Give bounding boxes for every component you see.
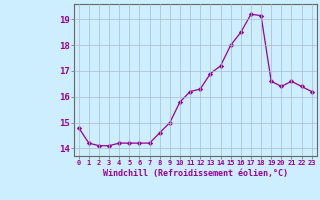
X-axis label: Windchill (Refroidissement éolien,°C): Windchill (Refroidissement éolien,°C) — [103, 169, 288, 178]
